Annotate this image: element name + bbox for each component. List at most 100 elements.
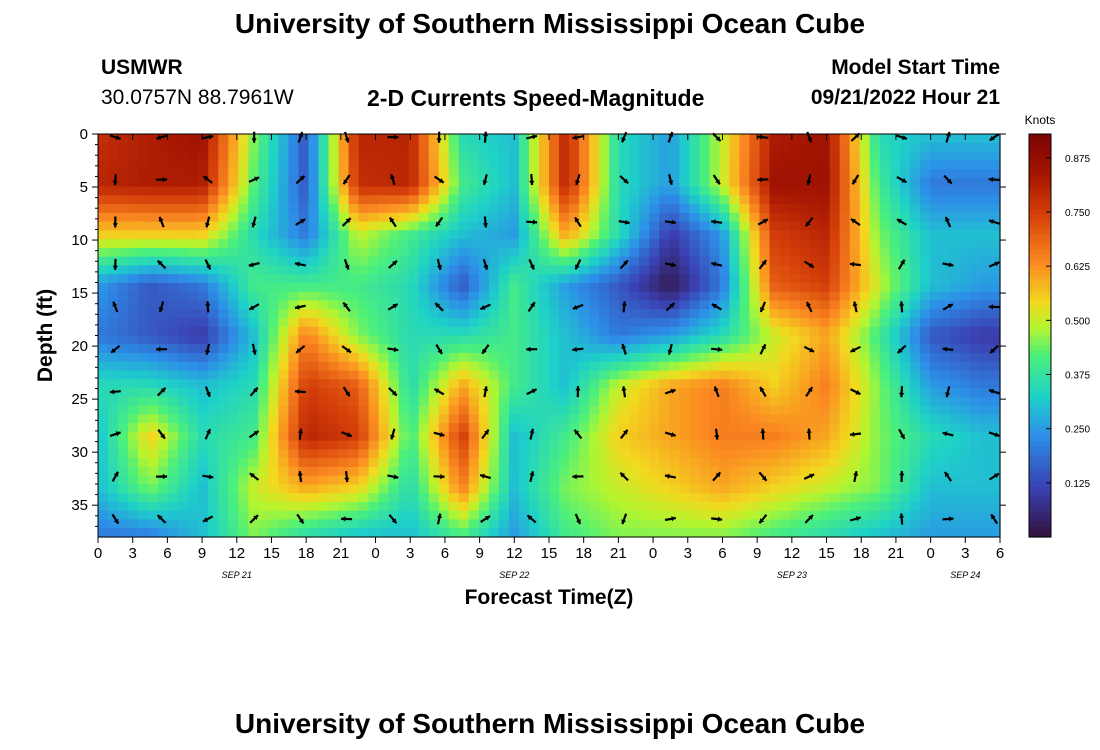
heatmap-cell <box>549 300 560 310</box>
heatmap-cell <box>398 423 410 433</box>
heatmap-cell <box>759 151 771 161</box>
heatmap-cell <box>348 431 360 442</box>
heatmap-cell <box>939 177 951 188</box>
heatmap-cell <box>769 379 781 389</box>
heatmap-cell <box>248 195 259 205</box>
heatmap-cell <box>959 256 971 267</box>
heatmap-cell <box>168 519 179 529</box>
heatmap-cell <box>649 414 660 424</box>
heatmap-cell <box>538 493 550 503</box>
heatmap-cell <box>909 247 921 258</box>
heatmap-cell <box>569 204 580 214</box>
current-vector-arrow <box>249 514 259 524</box>
heatmap-cell <box>108 291 119 302</box>
heatmap-cell <box>338 405 350 415</box>
heatmap-cell <box>669 177 680 188</box>
heatmap-cell <box>258 230 269 240</box>
current-vector-arrow <box>248 262 260 268</box>
heatmap-cell <box>769 274 781 284</box>
heatmap-cell <box>569 475 580 486</box>
heatmap-cell <box>288 344 300 354</box>
heatmap-cell <box>368 449 380 459</box>
heatmap-cell <box>729 204 741 214</box>
heatmap-cell <box>939 519 951 529</box>
heatmap-cell <box>899 431 911 442</box>
heatmap-cell <box>629 221 640 231</box>
heatmap-cell <box>879 169 891 179</box>
heatmap-cell <box>929 300 941 310</box>
heatmap-cell <box>418 247 430 258</box>
heatmap-cell <box>849 361 861 372</box>
current-vector-arrow <box>387 474 399 480</box>
heatmap-cell <box>238 247 249 258</box>
heatmap-cell <box>198 484 209 494</box>
heatmap-cell <box>789 221 801 231</box>
heatmap-cell <box>589 274 600 284</box>
heatmap-cell <box>979 221 991 231</box>
current-vector-arrow <box>712 174 721 185</box>
heatmap-cell <box>538 274 550 284</box>
heatmap-cell <box>639 186 650 196</box>
heatmap-cell <box>528 142 540 153</box>
heatmap-cell <box>899 396 911 407</box>
heatmap-cell <box>799 335 811 345</box>
heatmap-cell <box>569 142 580 153</box>
heatmap-cell <box>278 177 290 188</box>
heatmap-cell <box>258 212 269 223</box>
heatmap-cell <box>979 501 991 512</box>
heatmap-cell <box>899 195 911 205</box>
heatmap-cell <box>569 466 580 477</box>
heatmap-cell <box>869 151 881 161</box>
heatmap-cell <box>138 449 149 459</box>
heatmap-cell <box>128 177 139 188</box>
heatmap-cell <box>629 335 640 345</box>
heatmap-cell <box>378 361 390 372</box>
heatmap-cell <box>699 282 710 293</box>
heatmap-cell <box>799 177 811 188</box>
heatmap-cell <box>799 195 811 205</box>
heatmap-cell <box>488 458 500 468</box>
heatmap-cell <box>128 493 139 503</box>
heatmap-cell <box>358 186 370 196</box>
heatmap-cell <box>428 256 440 267</box>
heatmap-cell <box>418 379 430 389</box>
heatmap-cell <box>939 493 951 503</box>
heatmap-cell <box>538 256 550 267</box>
current-vector-arrow <box>897 259 906 270</box>
heatmap-cell <box>158 370 169 380</box>
heatmap-cell <box>989 247 1001 258</box>
heatmap-cell <box>108 501 119 512</box>
y-tick-label: 30 <box>71 444 88 461</box>
heatmap-cell <box>518 379 530 389</box>
heatmap-cell <box>458 493 470 503</box>
heatmap-cell <box>228 501 239 512</box>
heatmap-cell <box>809 528 821 538</box>
current-vector-arrow <box>482 216 489 228</box>
heatmap-cell <box>268 423 279 433</box>
colorbar-segment <box>1029 234 1051 241</box>
heatmap-cell <box>749 335 761 345</box>
heatmap-cell <box>268 414 279 424</box>
x-tick-label: 0 <box>926 545 934 562</box>
heatmap-cell <box>649 326 660 337</box>
heatmap-cell <box>949 212 961 223</box>
heatmap-cell <box>599 510 610 521</box>
heatmap-cell <box>549 326 560 337</box>
heatmap-cell <box>268 230 279 240</box>
colorbar-segment <box>1029 511 1051 518</box>
heatmap-cell <box>759 458 771 468</box>
heatmap-cell <box>619 239 630 249</box>
heatmap-cell <box>458 431 470 442</box>
heatmap-cell <box>458 160 470 170</box>
current-vector-arrow <box>711 219 723 225</box>
heatmap-cell <box>278 300 290 310</box>
heatmap-cell <box>699 510 710 521</box>
heatmap-cell <box>538 353 550 363</box>
heatmap-cell <box>889 414 901 424</box>
heatmap-cell <box>288 431 300 442</box>
heatmap-cell <box>989 440 1001 450</box>
heatmap-cell <box>228 344 239 354</box>
heatmap-cell <box>398 169 410 179</box>
heatmap-cell <box>98 282 109 293</box>
heatmap-cell <box>899 309 911 319</box>
